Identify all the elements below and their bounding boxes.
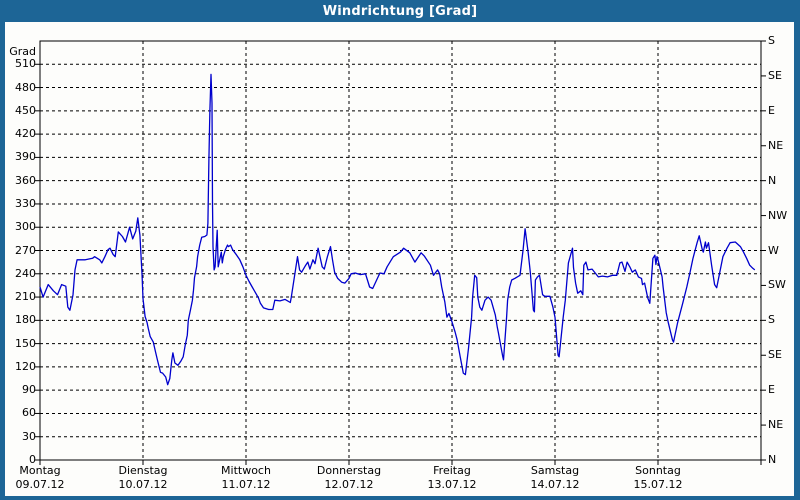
y-tick-label-right: SE (768, 69, 782, 82)
titlebar: Windrichtung [Grad] (0, 0, 800, 22)
y-tick-label-left: 420 (15, 127, 36, 140)
x-tick-day-label: Montag (19, 464, 61, 477)
x-tick-date-label: 09.07.12 (15, 478, 65, 491)
y-tick-label-right: W (768, 244, 779, 257)
y-tick-label-left: 240 (15, 267, 36, 280)
y-tick-label-left: 120 (15, 360, 36, 373)
y-tick-label-left: 0 (29, 453, 36, 466)
x-tick-day-label: Sonntag (635, 464, 681, 477)
y-tick-label-right: NE (768, 418, 784, 431)
y-tick-label-left: 330 (15, 197, 36, 210)
y-tick-label-left: 390 (15, 150, 36, 163)
y-tick-label-left: 480 (15, 81, 36, 94)
y-tick-label-right: NE (768, 139, 784, 152)
y-tick-label-right: E (768, 383, 775, 396)
y-tick-label-left: 60 (22, 406, 36, 419)
x-tick-day-label: Dienstag (118, 464, 168, 477)
y-tick-label-left: 300 (15, 220, 36, 233)
x-tick-date-label: 14.07.12 (530, 478, 580, 491)
x-tick-date-label: 12.07.12 (324, 478, 374, 491)
y-tick-label-left: 360 (15, 174, 36, 187)
x-tick-date-label: 13.07.12 (427, 478, 477, 491)
y-tick-label-left: 90 (22, 383, 36, 396)
x-tick-day-label: Mittwoch (221, 464, 271, 477)
y-tick-label-left: 510 (15, 57, 36, 70)
y-tick-label-left: 450 (15, 104, 36, 117)
x-tick-day-label: Donnerstag (316, 464, 382, 477)
y-tick-label-left: 180 (15, 313, 36, 326)
x-tick-date-label: 11.07.12 (221, 478, 271, 491)
y-tick-label-right: SW (768, 278, 786, 291)
y-tick-label-right: S (768, 34, 775, 47)
x-tick-day-label: Freitag (433, 464, 471, 477)
x-tick-day-label: Samstag (530, 464, 580, 477)
y-tick-label-right: S (768, 313, 775, 326)
y-tick-label-right: N (768, 174, 777, 187)
y-tick-label-left: 210 (15, 290, 36, 303)
x-tick-date-label: 15.07.12 (633, 478, 683, 491)
y-tick-label-left: 270 (15, 244, 36, 257)
y-axis-unit-label: Grad (9, 45, 36, 58)
y-tick-label-right: N (768, 453, 777, 466)
y-tick-label-left: 150 (15, 337, 36, 350)
x-tick-date-label: 10.07.12 (118, 478, 168, 491)
y-tick-label-left: 30 (22, 430, 36, 443)
chart-content (5, 22, 794, 496)
y-tick-label-right: NW (768, 209, 788, 222)
y-tick-label-right: E (768, 104, 775, 117)
y-tick-label-right: SE (768, 348, 782, 361)
window-title: Windrichtung [Grad] (322, 3, 478, 19)
